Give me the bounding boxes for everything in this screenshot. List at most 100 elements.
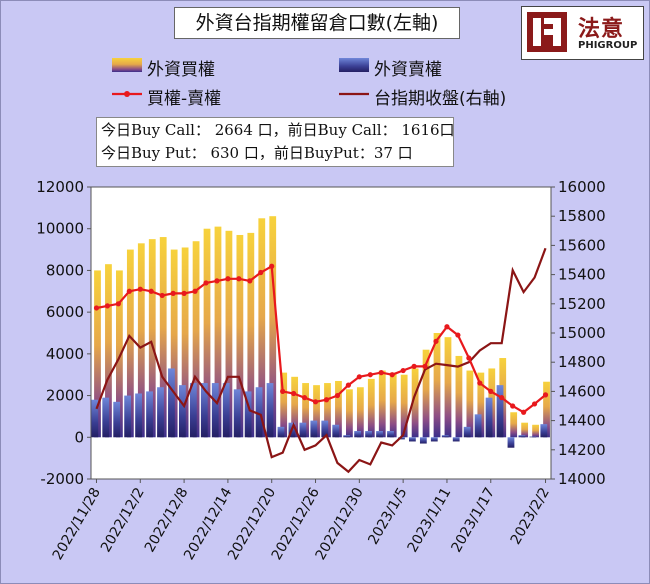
ytick-right-label: 15000 <box>558 324 606 342</box>
bar-buy <box>203 228 211 438</box>
legend-buy-swatch <box>112 58 142 72</box>
point-net <box>499 395 505 401</box>
bar-buy <box>389 372 397 438</box>
bar-buy <box>192 241 200 438</box>
bar-sell <box>233 389 241 438</box>
bar-buy <box>444 337 452 438</box>
ytick-left-label: 4000 <box>46 345 84 363</box>
logo-mark-icon <box>527 12 567 52</box>
bar-buy <box>455 355 463 438</box>
bar-buy <box>356 387 364 438</box>
point-net <box>411 363 417 369</box>
xtick-label: 2022/12/8 <box>142 485 192 555</box>
point-net <box>137 286 143 292</box>
bar-buy <box>466 370 474 438</box>
xtick-label: 2022/12/2 <box>98 485 148 555</box>
bar-sell <box>310 420 318 438</box>
point-net <box>521 409 527 415</box>
bar-buy <box>543 381 550 438</box>
bar-buy <box>400 374 408 438</box>
point-net <box>378 370 384 376</box>
point-net <box>444 324 450 330</box>
bar-sell <box>409 437 416 442</box>
bar-sell <box>168 368 175 438</box>
bar-sell <box>179 385 186 438</box>
ytick-left-label: 12000 <box>36 178 84 196</box>
bar-buy <box>170 249 178 438</box>
point-net <box>488 388 494 394</box>
bar-sell <box>321 420 329 438</box>
line-layer <box>93 247 549 474</box>
bar-buy <box>291 376 299 438</box>
bar-buy <box>94 270 101 438</box>
bar-buy <box>280 372 288 438</box>
xtick-label: 2023/1/17 <box>448 485 498 555</box>
point-net <box>291 390 297 397</box>
point-net <box>542 392 549 398</box>
legend-sell-swatch <box>339 58 369 72</box>
bar-buy <box>378 370 386 438</box>
info-put-line: 今日Buy Put： 630 口，前日BuyPut：37 口 <box>101 144 413 162</box>
bar-buy <box>214 226 222 438</box>
bar-buy <box>116 270 123 438</box>
bar-buy <box>477 372 485 438</box>
point-net <box>214 278 220 284</box>
plot-area <box>90 186 552 480</box>
bar-buy <box>148 239 156 438</box>
bar-buy <box>269 216 277 438</box>
point-net <box>510 403 516 409</box>
ytick-left-label: 2000 <box>46 387 84 405</box>
bar-sell <box>419 437 427 444</box>
ytick-right-label: 14800 <box>558 353 606 371</box>
point-net <box>367 372 373 378</box>
bar-buy <box>126 249 134 438</box>
point-net <box>258 269 264 276</box>
bar-sell <box>102 397 110 438</box>
point-net <box>400 367 406 374</box>
logo: 法意 PHIGROUP <box>521 6 644 60</box>
bar-sell <box>157 387 164 438</box>
bar-sell <box>146 391 153 438</box>
bar-sell <box>430 437 438 442</box>
xtick-label: 2023/1/11 <box>405 485 455 555</box>
bar-sell <box>485 397 493 438</box>
point-net <box>203 280 209 286</box>
ytick-right-label: 15600 <box>558 236 606 254</box>
ytick-left-label: 6000 <box>46 303 84 321</box>
point-net <box>115 301 121 307</box>
bar-buy <box>313 385 320 438</box>
bar-sell <box>91 399 99 438</box>
bar-buy <box>346 389 353 438</box>
point-net <box>148 288 154 294</box>
ytick-right-label: 14000 <box>558 470 606 488</box>
point-net <box>192 288 198 294</box>
bar-buy <box>236 234 244 438</box>
ytick-left-label: 8000 <box>46 261 84 279</box>
bar-buy <box>258 218 266 438</box>
point-net <box>312 399 319 405</box>
ytick-right-label: 14600 <box>558 382 606 400</box>
point-net <box>334 392 341 399</box>
bar-sell <box>277 426 285 438</box>
bar-buy <box>105 264 112 438</box>
point-net <box>269 263 275 269</box>
bar-sell <box>387 431 394 438</box>
point-net <box>170 290 176 296</box>
ytick-right-label: 14400 <box>558 412 606 430</box>
bar-sell <box>518 435 526 438</box>
point-net <box>126 288 132 294</box>
bar-sell <box>255 387 263 438</box>
point-net <box>301 395 308 401</box>
ytick-right-label: 15800 <box>558 207 606 225</box>
point-net <box>225 276 231 282</box>
point-net <box>455 332 461 338</box>
bar-sell <box>365 431 372 438</box>
bar-sell <box>266 383 274 438</box>
bar-buy <box>422 349 430 438</box>
bar-sell <box>354 431 362 438</box>
point-net <box>323 397 330 403</box>
bar-buy <box>510 412 518 438</box>
ytick-left-label: 10000 <box>36 220 84 238</box>
point-net <box>104 303 111 309</box>
